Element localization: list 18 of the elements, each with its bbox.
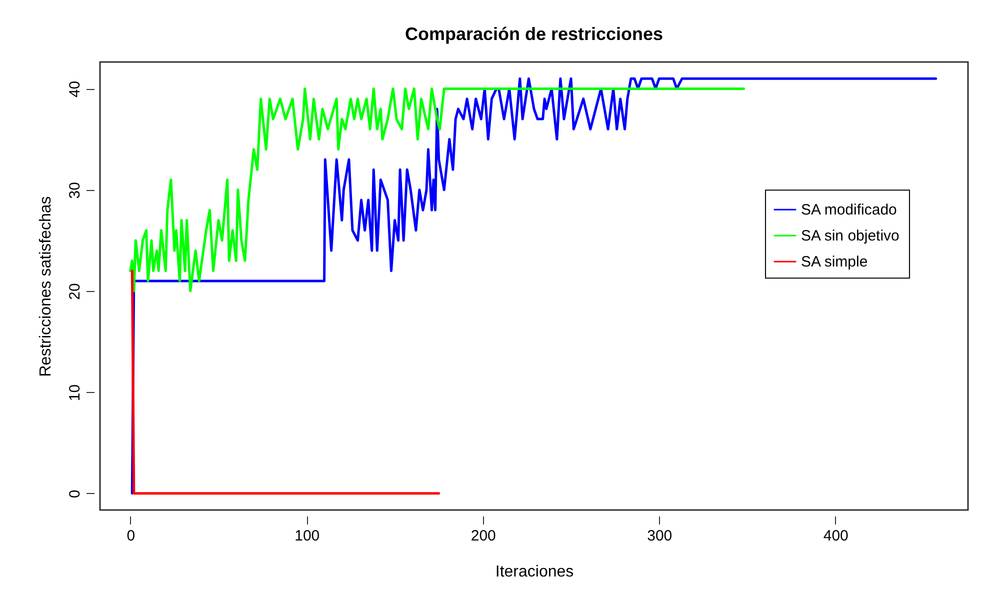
chart-title: Comparación de restricciones [404,24,664,44]
y-axis-title: Restricciones satisfechas [38,196,54,377]
line-series [130,77,938,495]
line-series [129,87,745,292]
y-tick-label: 30 [66,182,84,199]
legend-label: SA modificado [801,202,897,219]
y-tick-label: 20 [66,283,84,300]
x-tick-label: 400 [823,528,848,544]
y-tick-label: 10 [66,384,84,402]
x-tick-label: 300 [647,528,672,544]
x-tick-label: 200 [470,528,496,544]
legend-label: SA sin objetivo [801,228,900,245]
y-tick-label: 40 [66,80,84,98]
x-tick-label: 0 [126,528,136,544]
legend-label: SA simple [801,254,868,271]
y-tick-label: 0 [66,490,84,498]
x-axis-title: Iteraciones [495,564,574,580]
x-tick-label: 100 [294,528,320,544]
